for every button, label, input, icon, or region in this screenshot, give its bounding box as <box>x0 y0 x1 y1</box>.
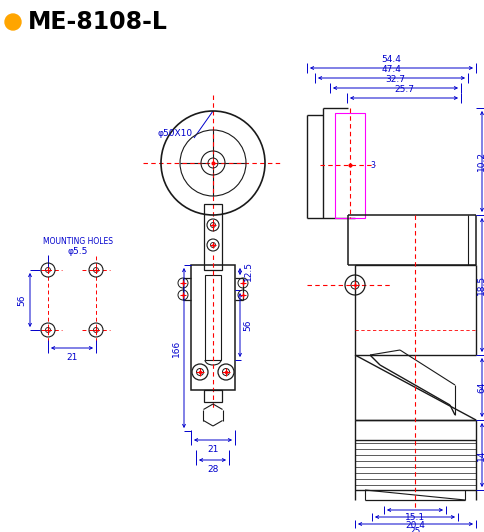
Text: ME-8108-L: ME-8108-L <box>28 10 167 34</box>
Text: 12.5: 12.5 <box>243 261 252 281</box>
Circle shape <box>5 14 21 30</box>
Bar <box>191 265 235 390</box>
Text: 32.7: 32.7 <box>385 76 405 85</box>
Text: 10.2: 10.2 <box>476 151 484 171</box>
Bar <box>204 204 222 270</box>
Text: MOUNTING HOLES: MOUNTING HOLES <box>43 237 113 246</box>
Text: 21: 21 <box>66 353 77 362</box>
Text: 47.4: 47.4 <box>381 65 401 74</box>
Text: 25: 25 <box>409 528 420 532</box>
Bar <box>204 390 222 402</box>
Text: 56: 56 <box>243 319 252 331</box>
Text: 21: 21 <box>207 445 218 454</box>
Text: 20.4: 20.4 <box>404 520 424 529</box>
Text: 56: 56 <box>17 294 27 306</box>
Text: 25.7: 25.7 <box>393 86 413 95</box>
Text: 54.4: 54.4 <box>381 55 401 64</box>
Text: 28: 28 <box>207 466 218 475</box>
Bar <box>205 275 221 360</box>
Bar <box>334 113 364 218</box>
Text: φ5.5: φ5.5 <box>68 247 88 256</box>
Text: 18.5: 18.5 <box>476 275 484 295</box>
Text: 3: 3 <box>369 161 374 170</box>
Text: 64: 64 <box>476 381 484 393</box>
Text: φ50X10: φ50X10 <box>158 129 193 138</box>
Text: 15.1: 15.1 <box>404 513 424 522</box>
Text: 14: 14 <box>476 450 484 461</box>
Text: 166: 166 <box>171 339 180 356</box>
